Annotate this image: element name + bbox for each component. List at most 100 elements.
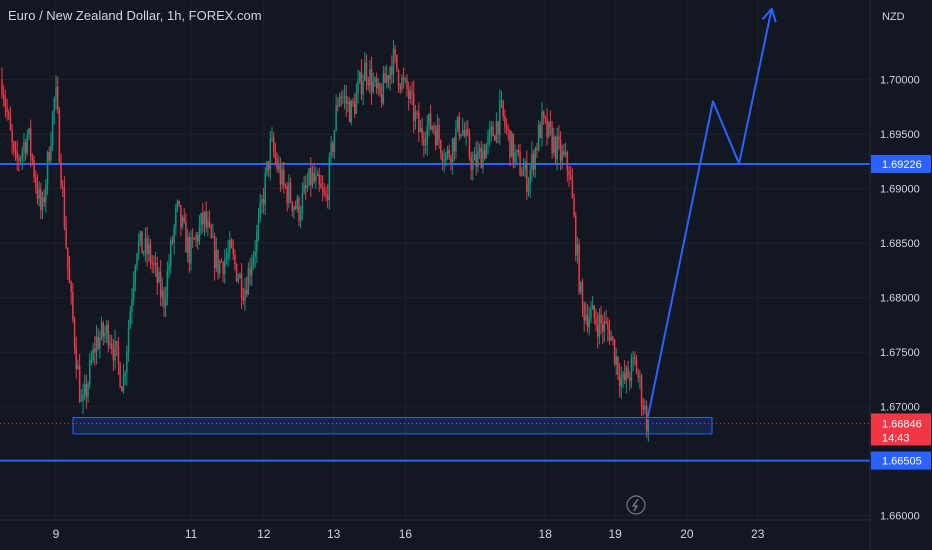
candle-body bbox=[581, 282, 584, 305]
candle-body bbox=[244, 289, 246, 301]
candle-body bbox=[610, 336, 612, 341]
candle-body bbox=[326, 195, 329, 200]
candle-body bbox=[521, 175, 523, 177]
candle-body bbox=[45, 184, 47, 203]
candle-body bbox=[451, 138, 454, 163]
candle-body bbox=[338, 97, 341, 106]
candle-body bbox=[301, 192, 304, 214]
candle-body bbox=[11, 130, 13, 143]
candle-body bbox=[510, 133, 513, 158]
candle-body bbox=[353, 103, 356, 114]
candle-body bbox=[424, 144, 427, 146]
candle-body bbox=[166, 270, 169, 299]
candle-body bbox=[563, 151, 565, 155]
candle-body bbox=[89, 360, 91, 385]
candle-body bbox=[340, 97, 342, 99]
candle-body bbox=[593, 305, 596, 319]
candle-body bbox=[347, 101, 349, 104]
candle-body bbox=[343, 96, 346, 98]
candle-body bbox=[502, 100, 504, 117]
candle-body bbox=[137, 240, 140, 254]
candle-body bbox=[549, 121, 552, 128]
candle-body bbox=[134, 266, 137, 284]
candle-body bbox=[568, 170, 570, 176]
currency-label: NZD bbox=[882, 11, 905, 23]
candle-body bbox=[109, 343, 111, 346]
time-tick-label: 23 bbox=[751, 527, 765, 541]
candle-body bbox=[608, 329, 611, 341]
candle-body bbox=[386, 75, 388, 84]
candle-body bbox=[310, 168, 312, 185]
candle-body bbox=[198, 225, 201, 242]
candle-body bbox=[151, 262, 153, 264]
candle-body bbox=[122, 376, 125, 392]
candle-body bbox=[161, 290, 164, 297]
candle-body bbox=[60, 161, 62, 187]
demand-zone bbox=[72, 417, 713, 435]
candle-body bbox=[230, 240, 233, 248]
candle-body bbox=[497, 121, 499, 135]
candle-body bbox=[495, 121, 498, 141]
candle-body bbox=[225, 256, 228, 260]
candle-body bbox=[411, 91, 413, 94]
candle-body bbox=[24, 142, 27, 154]
price-tick-label: 1.68000 bbox=[880, 293, 920, 305]
candle-body bbox=[607, 322, 609, 330]
candle-body bbox=[450, 157, 452, 163]
candle-body bbox=[207, 221, 209, 227]
candle-body bbox=[615, 356, 617, 364]
countdown-label: 14:43 bbox=[882, 432, 910, 444]
candle-body bbox=[190, 237, 192, 264]
candle-body bbox=[629, 378, 631, 381]
candle-body bbox=[131, 298, 133, 312]
candle-body bbox=[227, 252, 229, 257]
candle-body bbox=[254, 251, 256, 257]
candle-body bbox=[210, 225, 212, 238]
candle-body bbox=[33, 160, 35, 178]
candle-body bbox=[399, 85, 401, 90]
candle-body bbox=[602, 323, 604, 332]
candle-body bbox=[519, 152, 521, 176]
candle-body bbox=[148, 244, 150, 255]
time-tick-label: 19 bbox=[608, 527, 622, 541]
price-tick-label: 1.66000 bbox=[880, 511, 920, 523]
candle-body bbox=[50, 145, 52, 161]
candle-body bbox=[288, 182, 290, 204]
candle-body bbox=[612, 336, 614, 340]
candle-body bbox=[590, 309, 592, 319]
candle-body bbox=[48, 151, 50, 161]
candle-body bbox=[126, 351, 128, 373]
candle-body bbox=[372, 82, 374, 92]
candle-body bbox=[426, 126, 428, 145]
candle-body bbox=[553, 136, 555, 154]
candle-body bbox=[580, 282, 582, 292]
candle-body bbox=[323, 190, 326, 195]
candle-body bbox=[625, 367, 628, 381]
candle-body bbox=[239, 273, 241, 279]
candle-body bbox=[478, 148, 481, 152]
candle-body bbox=[546, 118, 548, 137]
candle-body bbox=[482, 150, 484, 169]
candle-body bbox=[446, 149, 449, 155]
candle-body bbox=[62, 186, 64, 188]
candle-body bbox=[613, 339, 616, 364]
candle-body bbox=[585, 314, 587, 321]
candle-body bbox=[73, 319, 76, 347]
candle-body bbox=[617, 356, 619, 375]
candle-body bbox=[41, 196, 44, 210]
candle-body bbox=[127, 328, 130, 352]
price-tick-label: 1.68500 bbox=[880, 238, 920, 250]
candle-body bbox=[281, 169, 283, 185]
candle-body bbox=[278, 165, 280, 170]
candle-body bbox=[23, 142, 25, 151]
candle-body bbox=[164, 298, 167, 307]
candle-body bbox=[364, 62, 366, 82]
candle-body bbox=[139, 231, 142, 241]
candle-body bbox=[350, 100, 353, 123]
candle-body bbox=[315, 175, 317, 182]
candle-body bbox=[470, 157, 472, 170]
candle-body bbox=[634, 357, 636, 359]
candle-body bbox=[110, 343, 113, 350]
